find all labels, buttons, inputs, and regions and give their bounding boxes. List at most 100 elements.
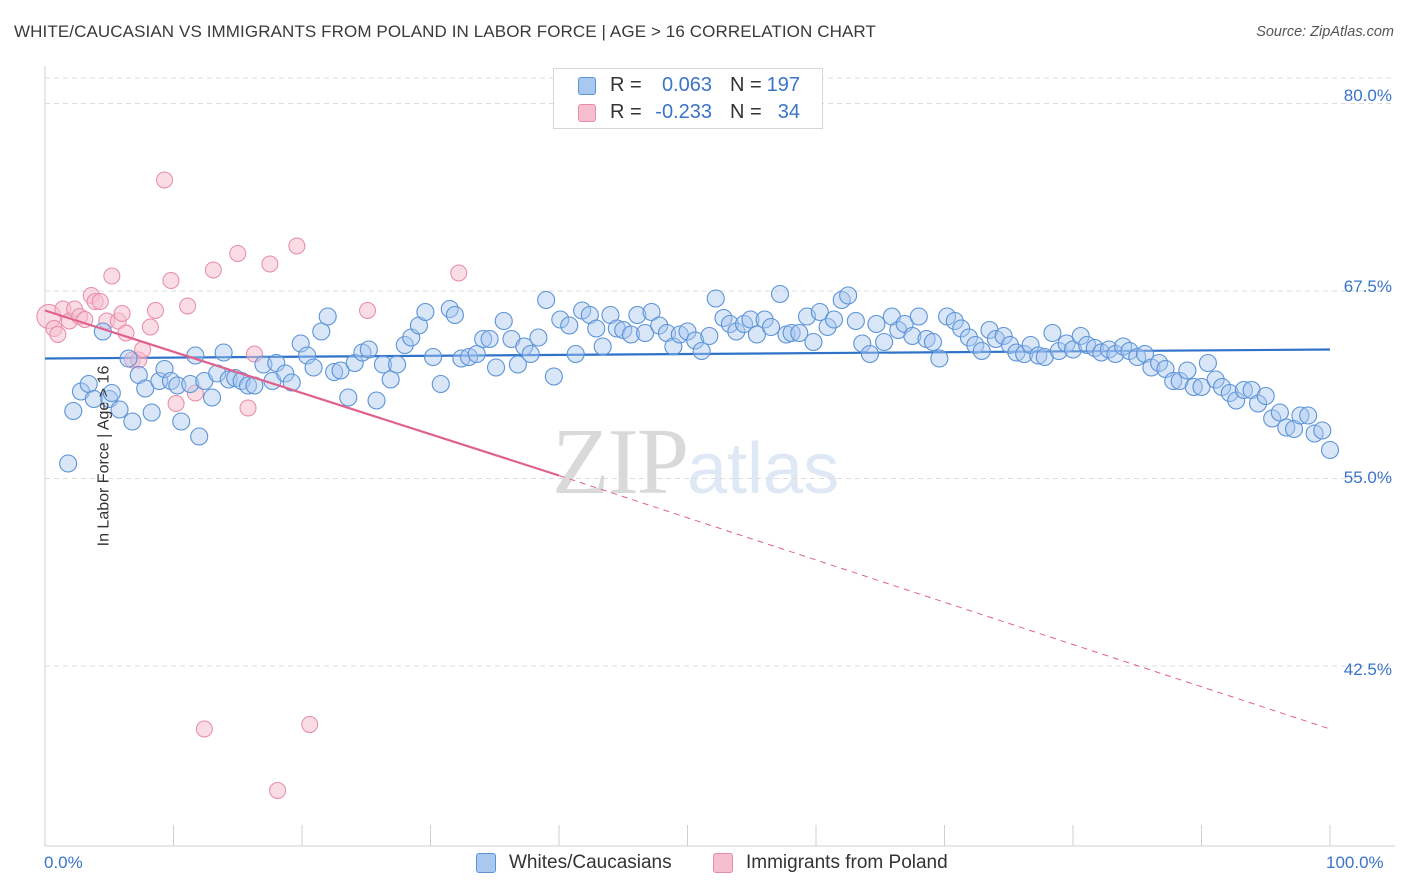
legend-swatch-blue xyxy=(476,853,496,873)
point-whites xyxy=(373,355,393,374)
point-whites xyxy=(727,322,746,341)
point-whites xyxy=(692,341,711,361)
point-whites xyxy=(1021,335,1040,355)
point-whites xyxy=(318,307,337,326)
point-whites xyxy=(909,307,928,326)
point-whites xyxy=(486,358,506,377)
point-whites xyxy=(119,349,138,368)
watermark-atlas: atlas xyxy=(687,429,840,509)
legend-r-value: -0.233 xyxy=(655,101,712,123)
correlation-legend: R = 0.063 N = 197 R = -0.233 N = 34 xyxy=(553,68,823,129)
point-whites xyxy=(339,388,358,407)
point-whites xyxy=(700,326,719,346)
point-whites xyxy=(747,325,766,344)
legend-label-whites: Whites/Caucasians xyxy=(509,852,672,873)
point-whites xyxy=(359,340,378,359)
watermark-zip: ZIP xyxy=(552,410,689,514)
legend-swatch-pink xyxy=(713,853,733,873)
y-axis-label: In Labor Force | Age > 16 xyxy=(95,365,113,547)
point-whites xyxy=(587,319,606,338)
y-tick-42-5: 42.5% xyxy=(1343,660,1392,679)
point-poland xyxy=(269,782,287,799)
point-whites xyxy=(959,328,978,347)
point-whites xyxy=(1178,361,1197,380)
point-poland xyxy=(113,305,131,322)
point-whites xyxy=(1063,340,1083,359)
point-whites xyxy=(238,376,258,395)
legend-r-value: 0.063 xyxy=(661,74,712,96)
legend-row-whites: R = 0.063 N = 197 xyxy=(554,73,822,99)
point-whites xyxy=(110,400,129,419)
point-poland xyxy=(167,395,185,412)
legend-n-label: N = xyxy=(730,74,762,96)
point-whites xyxy=(1106,344,1125,364)
axes xyxy=(44,66,1395,847)
point-whites xyxy=(521,344,540,364)
point-poland xyxy=(195,720,213,738)
point-whites xyxy=(1029,346,1048,365)
point-whites xyxy=(650,316,669,335)
point-whites xyxy=(203,388,222,407)
point-whites xyxy=(755,310,774,329)
point-whites xyxy=(804,332,823,352)
point-whites xyxy=(824,310,844,329)
point-whites xyxy=(544,367,563,386)
point-poland xyxy=(141,318,159,336)
point-whites xyxy=(818,317,837,337)
point-whites xyxy=(1164,371,1183,391)
legend-n-label: N = xyxy=(730,101,762,123)
point-whites xyxy=(431,374,450,394)
point-poland xyxy=(186,384,204,402)
points-blue-group xyxy=(59,284,1340,473)
point-whites xyxy=(395,335,414,355)
point-whites xyxy=(529,328,548,347)
point-whites xyxy=(123,412,142,431)
x-tick-100: 100.0% xyxy=(1326,853,1384,872)
point-poland xyxy=(450,264,468,282)
point-whites xyxy=(1184,377,1203,397)
point-whites xyxy=(1043,323,1062,343)
point-whites xyxy=(593,337,612,356)
y-tick-67-5: 67.5% xyxy=(1343,277,1392,296)
point-whites xyxy=(214,343,233,362)
point-whites xyxy=(761,317,781,337)
point-whites xyxy=(537,290,556,310)
legend-row-poland: R = -0.233 N = 34 xyxy=(554,100,822,126)
point-whites xyxy=(1291,406,1310,425)
point-whites xyxy=(304,358,323,377)
point-whites xyxy=(508,355,527,374)
legend-n-value: 197 xyxy=(766,74,800,96)
point-whites xyxy=(515,337,534,356)
point-poland xyxy=(179,297,197,315)
point-poland xyxy=(103,267,121,285)
legend-label-poland: Immigrants from Poland xyxy=(746,852,948,873)
point-whites xyxy=(846,311,865,331)
y-tick-80: 80.0% xyxy=(1343,86,1392,105)
point-whites xyxy=(770,284,790,304)
legend-swatch-pink xyxy=(578,104,596,122)
legend-swatch-blue xyxy=(578,77,596,95)
point-whites xyxy=(628,305,647,325)
point-whites xyxy=(706,289,725,308)
source-label: Source: ZipAtlas.com xyxy=(1256,24,1394,40)
point-whites xyxy=(440,299,459,319)
point-whites xyxy=(367,391,386,410)
trend-line-poland xyxy=(44,309,560,477)
point-whites xyxy=(566,344,585,364)
point-poland xyxy=(204,261,222,279)
point-whites xyxy=(686,331,705,350)
trend-pink-group xyxy=(44,309,1331,730)
points-pink-group xyxy=(36,171,468,799)
point-whites xyxy=(1192,377,1211,397)
point-whites xyxy=(720,314,739,334)
point-whites xyxy=(994,326,1013,346)
point-whites xyxy=(1049,341,1068,361)
point-whites xyxy=(1256,386,1275,406)
point-poland xyxy=(156,171,174,189)
point-whites xyxy=(276,364,295,383)
legend-r-label: R = xyxy=(610,74,642,96)
point-whites xyxy=(642,302,661,322)
point-poland xyxy=(288,237,306,255)
point-whites xyxy=(136,379,155,398)
point-whites xyxy=(867,314,886,334)
